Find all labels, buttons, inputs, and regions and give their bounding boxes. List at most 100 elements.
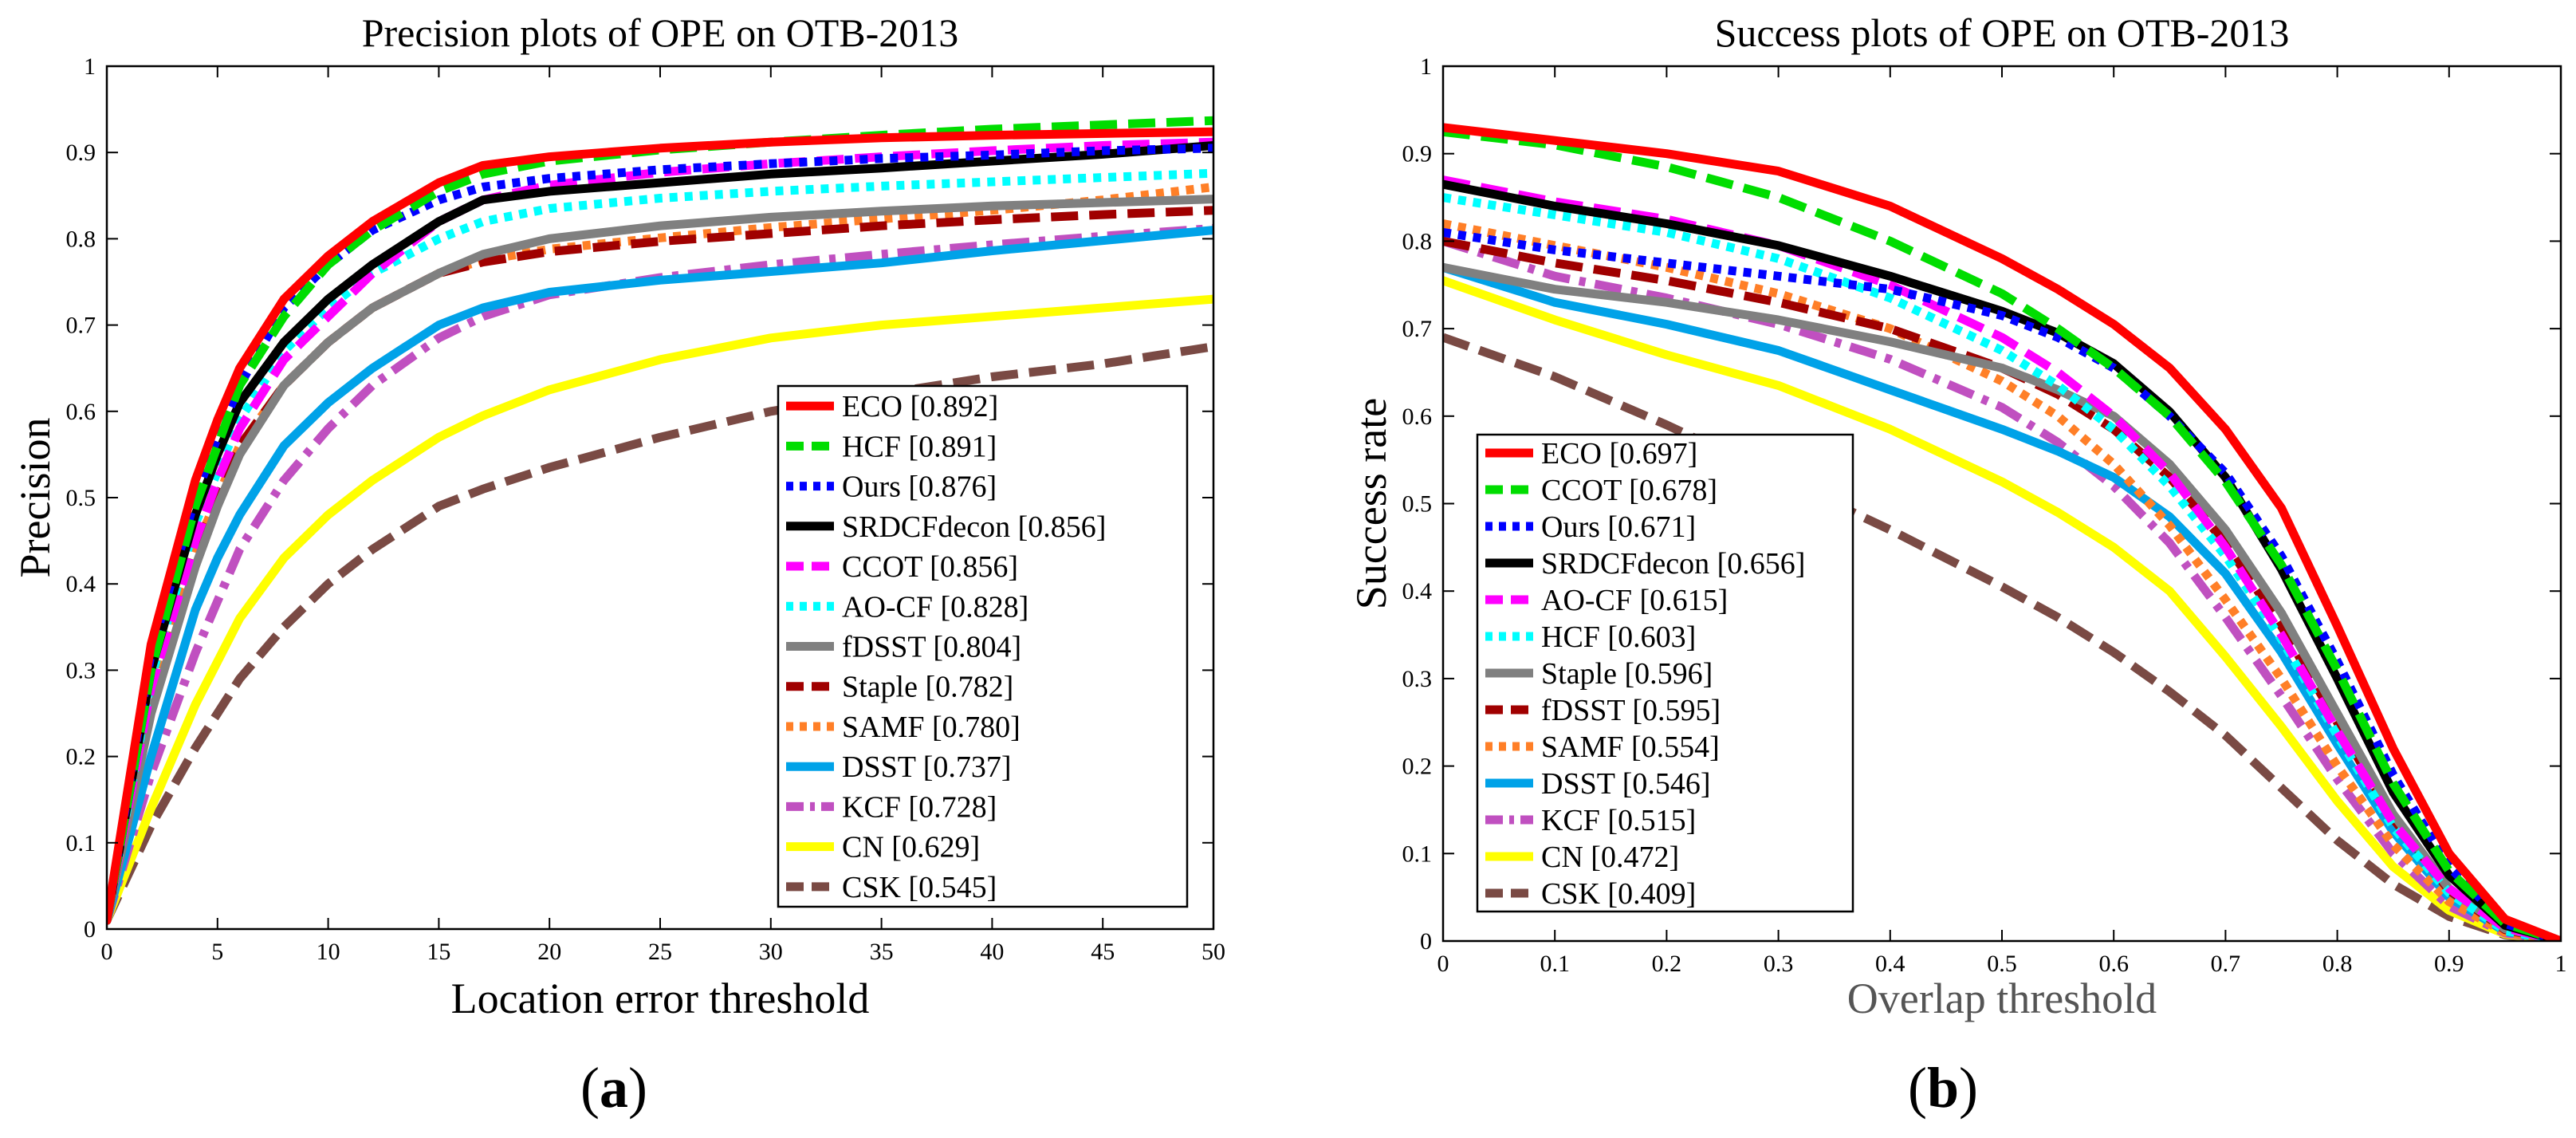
legend-label-samf: SAMF [0.780] <box>842 711 1021 744</box>
y-tick-label: 0.3 <box>66 657 96 683</box>
legend-label-cn: CN [0.472] <box>1541 841 1679 874</box>
x-tick-label: 1 <box>2555 951 2567 977</box>
x-tick-label: 0.5 <box>1987 951 2017 977</box>
legend-label-csk: CSK [0.545] <box>842 871 997 904</box>
chart-title: Precision plots of OPE on OTB-2013 <box>362 10 959 55</box>
series-line-cn <box>1443 276 2561 941</box>
y-tick-label: 0.8 <box>66 226 96 252</box>
y-tick-label: 0 <box>1420 928 1432 955</box>
series-lines <box>1443 123 2561 941</box>
y-tick-label: 0.7 <box>1402 316 1433 342</box>
panel-label-b: (b) <box>1908 1056 1979 1120</box>
x-tick-label: 0.4 <box>1875 951 1905 977</box>
y-tick-label: 0.1 <box>66 830 96 856</box>
series-line-ccot <box>107 137 1213 922</box>
y-tick-label: 0.6 <box>66 399 96 425</box>
x-tick-label: 45 <box>1091 939 1115 965</box>
series-line-srdcfdecon <box>107 141 1213 925</box>
y-tick-label: 0.4 <box>1402 578 1433 604</box>
x-tick-label: 0 <box>1437 951 1449 977</box>
legend-label-ours: Ours [0.671] <box>1541 510 1696 544</box>
legend-label-ao-cf: AO-CF [0.615] <box>1541 584 1728 617</box>
legend-label-srdcfdecon: SRDCFdecon [0.856] <box>842 510 1106 544</box>
series-line-dsst <box>1443 262 2561 941</box>
legend-label-kcf: KCF [0.515] <box>1541 804 1696 837</box>
y-tick-label: 1 <box>84 53 96 80</box>
y-tick-label: 0.3 <box>1402 666 1433 692</box>
legend-label-csk: CSK [0.409] <box>1541 877 1696 911</box>
series-line-samf <box>1443 219 2561 941</box>
x-tick-label: 50 <box>1201 939 1225 965</box>
series-line-cn <box>107 294 1213 925</box>
legend-label-ccot: CCOT [0.678] <box>1541 474 1717 507</box>
legend-label-ours: Ours [0.876] <box>842 471 997 504</box>
x-tick-label: 35 <box>870 939 894 965</box>
x-tick-label: 30 <box>759 939 783 965</box>
legend-label-dsst: DSST [0.737] <box>842 750 1012 784</box>
x-tick-label: 10 <box>317 939 340 965</box>
x-tick-label: 25 <box>648 939 672 965</box>
legend-box <box>1476 433 1854 913</box>
y-tick-label: 0.4 <box>66 571 96 597</box>
series-line-csk <box>1443 333 2561 941</box>
y-tick-label: 0.8 <box>1402 228 1433 254</box>
legend-label-fdsst: fDSST [0.804] <box>842 631 1021 664</box>
series-line-staple <box>1443 262 2561 941</box>
success-plot: Success plots of OPE on OTB-2013 0 0.1 0.2 0… <box>1347 10 2567 1022</box>
series-line-dsst <box>107 226 1213 925</box>
x-tick-label: 20 <box>537 939 561 965</box>
y-tick-label: 0.2 <box>1402 754 1433 780</box>
y-tick-label: 0.6 <box>1402 404 1433 430</box>
series-line-eco <box>107 127 1213 925</box>
legend-label-kcf: KCF [0.728] <box>842 790 997 824</box>
y-tick-label: 0.1 <box>1402 841 1433 867</box>
legend-label-eco: ECO [0.697] <box>1541 437 1697 471</box>
legend-label-samf: SAMF [0.554] <box>1541 730 1720 764</box>
x-axis-label: Overlap threshold <box>1847 975 2157 1022</box>
legend-label-hcf: HCF [0.891] <box>842 430 997 463</box>
legend-label-ccot: CCOT [0.856] <box>842 550 1018 584</box>
y-axis-label: Success rate <box>1347 398 1395 609</box>
x-tick-label: 0.6 <box>2098 951 2129 977</box>
legend-label-fdsst: fDSST [0.595] <box>1541 694 1721 727</box>
legend-label-cn: CN [0.629] <box>842 831 980 864</box>
y-tick-label: 0.9 <box>1402 141 1433 167</box>
legend-label-srdcfdecon: SRDCFdecon [0.656] <box>1541 547 1805 581</box>
legend-label-dsst: DSST [0.546] <box>1541 767 1711 801</box>
series-line-hcf <box>1443 193 2561 941</box>
x-tick-label: 0.8 <box>2322 951 2353 977</box>
legend-label-ao-cf: AO-CF [0.828] <box>842 590 1028 624</box>
panel-label-a: (a) <box>580 1056 647 1120</box>
legend-label-eco: ECO [0.892] <box>842 390 998 423</box>
legend-box <box>777 384 1189 908</box>
series-line-fdsst <box>107 195 1213 925</box>
legend-label-staple: Staple [0.596] <box>1541 657 1713 691</box>
y-tick-label: 1 <box>1420 53 1432 80</box>
x-tick-label: 15 <box>427 939 450 965</box>
x-axis-label: Location error threshold <box>451 975 870 1022</box>
x-tick-label: 0.9 <box>2434 951 2464 977</box>
x-tick-label: 0.3 <box>1764 951 1794 977</box>
legend: ECO [0.697]CCOT [0.678]Ours [0.671]SRDCF… <box>1476 433 1854 913</box>
y-tick-label: 0.5 <box>1402 491 1433 518</box>
y-tick-label: 0.9 <box>66 140 96 166</box>
y-axis-label: Precision <box>11 418 59 578</box>
series-line-eco <box>1443 123 2561 941</box>
x-tick-label: 40 <box>980 939 1004 965</box>
series-line-staple <box>107 206 1213 922</box>
y-tick-label: 0.5 <box>66 485 96 511</box>
y-tick-label: 0.2 <box>66 744 96 770</box>
series-line-kcf <box>107 223 1213 922</box>
series-lines <box>107 116 1213 925</box>
chart-title: Success plots of OPE on OTB-2013 <box>1715 10 2290 55</box>
y-tick-label: 0.7 <box>66 313 96 339</box>
x-tick-label: 5 <box>211 939 223 965</box>
x-tick-label: 0 <box>101 939 113 965</box>
legend: ECO [0.892] HCF [0.891] Ours [0.876] SRDCFd… <box>777 384 1189 908</box>
x-tick-label: 0.1 <box>1540 951 1570 977</box>
series-line-ccot <box>1443 127 2561 941</box>
legend-label-hcf: HCF [0.603] <box>1541 620 1696 654</box>
legend-label-staple: Staple [0.782] <box>842 671 1013 704</box>
